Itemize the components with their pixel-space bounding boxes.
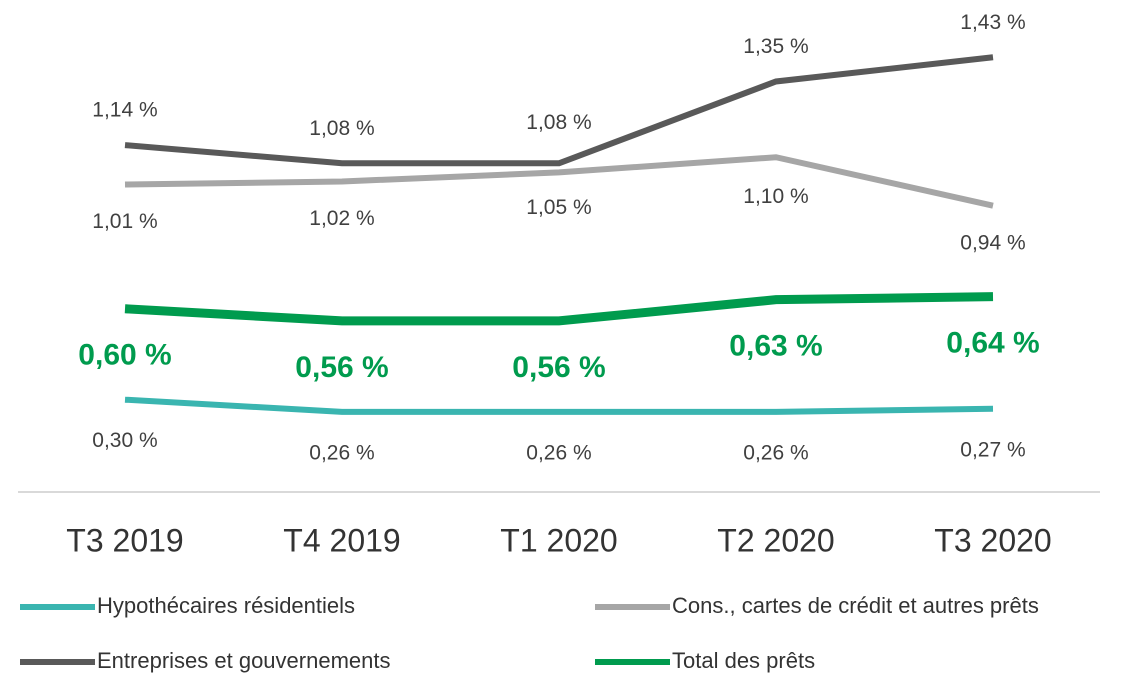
value-label: 1,43 % [960,11,1025,34]
value-label: 0,26 % [526,441,591,464]
value-label: 1,08 % [526,111,591,134]
value-label: 1,02 % [309,207,374,230]
series-line [124,154,994,209]
x-tick-label: T4 2019 [283,522,400,558]
value-label: 0,94 % [960,231,1025,254]
total-label: 0,56 % [512,351,605,384]
series-line [124,292,994,326]
value-label: 0,26 % [309,441,374,464]
legend-label: Cons., cartes de crédit et autres prêts [672,593,1039,618]
value-label: 1,14 % [92,99,157,122]
value-label: 1,01 % [92,210,157,233]
total-label: 0,64 % [946,327,1039,360]
total-label: 0,56 % [295,351,388,384]
value-label: 0,26 % [743,441,808,464]
x-tick-label: T2 2020 [717,522,834,558]
value-label: 1,10 % [743,185,808,208]
legend-label: Total des prêts [672,648,815,673]
total-label: 0,63 % [729,330,822,363]
value-label: 1,05 % [526,196,591,219]
value-label: 0,30 % [92,429,157,452]
total-label: 0,60 % [78,339,171,372]
legend-label: Entreprises et gouvernements [97,648,391,673]
value-label: 1,08 % [309,117,374,140]
value-label: 0,27 % [960,438,1025,461]
series-line [124,396,994,415]
series-line [124,54,994,167]
x-tick-label: T3 2020 [934,522,1051,558]
legend-label: Hypothécaires résidentiels [97,593,355,618]
value-label: 1,35 % [743,35,808,58]
x-tick-label: T3 2019 [66,522,183,558]
x-tick-label: T1 2020 [500,522,617,558]
